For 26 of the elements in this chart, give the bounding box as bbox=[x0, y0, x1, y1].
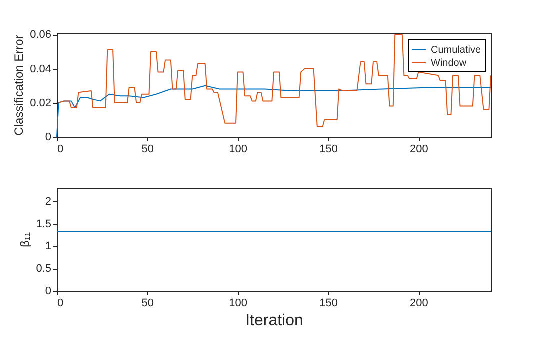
x-tick-label: 50 bbox=[142, 298, 154, 310]
y-axis-title: β₁₁ bbox=[18, 232, 32, 248]
legend-label: Cumulative bbox=[431, 45, 482, 56]
y-tick-label: 0.04 bbox=[30, 63, 52, 76]
y-tick-label: 1.5 bbox=[36, 218, 52, 230]
x-tick-label: 200 bbox=[410, 298, 428, 310]
y-tick-label: 0 bbox=[45, 286, 52, 298]
line-series bbox=[56, 85, 492, 138]
x-tick-label: 100 bbox=[229, 298, 248, 310]
y-axis-title: Classification Error bbox=[12, 35, 26, 136]
x-tick-label: 50 bbox=[142, 144, 154, 156]
x-axis-title: Iteration bbox=[246, 312, 304, 330]
x-tick-label: 150 bbox=[320, 144, 338, 156]
y-tick-label: 1 bbox=[45, 240, 52, 253]
x-tick-label: 100 bbox=[229, 144, 248, 156]
x-tick-label: 200 bbox=[410, 144, 428, 156]
y-tick-label: 2 bbox=[45, 196, 52, 208]
y-tick-label: 0 bbox=[45, 132, 52, 144]
x-tick-label: 150 bbox=[320, 298, 338, 310]
line-series bbox=[58, 34, 492, 128]
legend-label: Window bbox=[431, 58, 468, 69]
y-tick-label: 0.5 bbox=[36, 263, 52, 276]
x-tick-label: 0 bbox=[58, 144, 64, 156]
y-tick-label: 0.06 bbox=[30, 29, 52, 42]
x-tick-label: 0 bbox=[58, 298, 64, 310]
y-tick-label: 0.02 bbox=[30, 97, 52, 110]
